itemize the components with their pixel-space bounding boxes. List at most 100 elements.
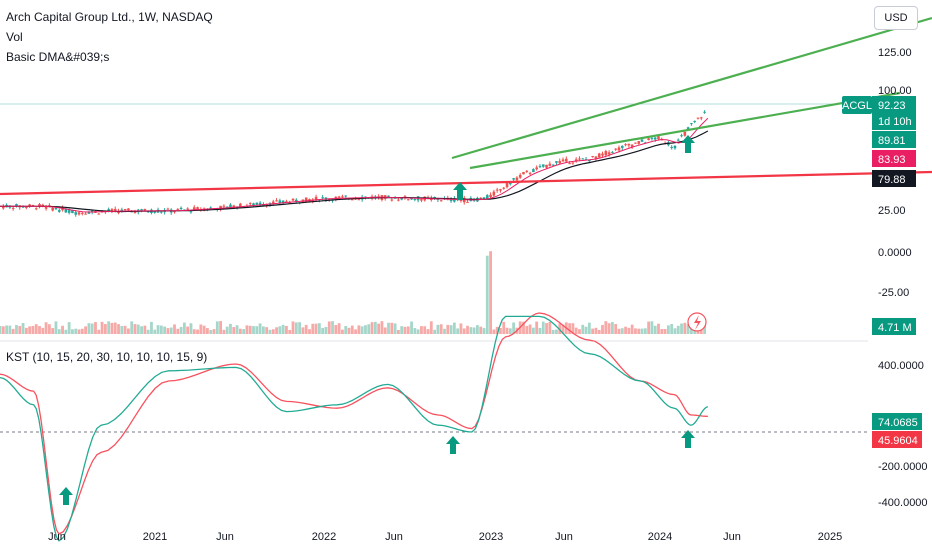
volume-bar: [265, 327, 269, 334]
volume-bar: [416, 329, 420, 334]
kst-tick-label: -400.0000: [878, 497, 928, 509]
volume-bar: [591, 328, 595, 334]
kst-tick-label: 400.0000: [878, 360, 924, 372]
candle-body: [87, 212, 91, 214]
kst-signal-value: 45.9604: [878, 435, 918, 447]
volume-bar: [597, 329, 601, 334]
volume-bar: [357, 325, 361, 334]
volume-bar: [140, 326, 143, 334]
candle-body: [387, 195, 390, 197]
candle-body: [594, 156, 598, 159]
volume-bar: [103, 324, 107, 334]
candle-body: [482, 197, 486, 200]
volume-bar: [680, 323, 683, 334]
volume-bar: [403, 326, 407, 334]
volume-bar: [373, 321, 377, 334]
volume-bar: [406, 326, 410, 334]
volume-bar: [136, 324, 140, 334]
candle-body: [683, 131, 687, 136]
volume-bar: [232, 327, 236, 334]
volume-tick-label: 0.0000: [878, 247, 912, 259]
volume-bar: [248, 325, 252, 334]
volume-bar: [390, 322, 394, 334]
volume-last-value: 4.71 M: [878, 322, 912, 334]
candle-body: [196, 207, 199, 210]
price-axis: 125.00 100.00 25.00 0.0000 -25.00 400.0000 -20…: [48, 47, 927, 543]
volume-bar: [291, 321, 295, 334]
candle-body: [522, 172, 525, 175]
volume-bar: [327, 321, 331, 334]
volume-bar: [541, 321, 545, 334]
candle-body: [555, 161, 558, 163]
volume-bar: [18, 325, 22, 334]
volume-bar: [110, 322, 114, 334]
volume-bar: [690, 326, 693, 334]
kst-signal-line: [0, 312, 708, 535]
ma-short-value: 83.93: [878, 154, 906, 166]
volume-bar: [97, 329, 101, 334]
volume-bar: [673, 328, 677, 334]
candle-body: [439, 200, 443, 202]
volume-bar: [146, 329, 150, 334]
time-tick-label: 2023: [479, 531, 503, 543]
symbol-tag-label: ACGL: [842, 100, 872, 112]
candle-body: [545, 164, 548, 168]
volume-bar: [574, 327, 578, 334]
volume-bar: [0, 326, 2, 334]
volume-bar: [176, 328, 180, 334]
ma-long-line: [0, 130, 709, 213]
volume-bar: [51, 328, 55, 334]
volume-bar: [370, 322, 374, 334]
volume-bar: [364, 325, 367, 334]
annotation-arrows: [59, 135, 707, 505]
candle-body: [505, 182, 509, 188]
candle-body: [699, 117, 703, 119]
candle-body: [34, 208, 38, 210]
volume-bar: [1, 326, 5, 334]
candle-body: [601, 153, 604, 156]
volume-bar: [120, 326, 124, 334]
candle-body: [578, 158, 581, 160]
volume-bar: [100, 321, 104, 334]
volume-bar: [294, 322, 298, 334]
volume-bar: [261, 326, 265, 334]
volume-bar: [548, 321, 552, 334]
volume-bar: [568, 323, 571, 334]
volume-bar: [495, 326, 499, 334]
volume-bar: [54, 321, 58, 334]
candle-body: [133, 210, 137, 214]
candle-body: [278, 200, 282, 203]
candle-body: [123, 208, 127, 210]
candle-body: [509, 182, 512, 185]
candle-body: [647, 138, 650, 140]
candle-body: [1, 206, 5, 209]
currency-button[interactable]: USD: [874, 6, 918, 30]
volume-bar: [278, 326, 282, 334]
volume-bar: [555, 329, 558, 334]
candle-body: [650, 137, 654, 139]
volume-bar: [410, 321, 413, 334]
candle-body: [574, 159, 578, 162]
candle-body: [406, 199, 410, 201]
volume-bar: [222, 329, 226, 334]
volume-bar: [499, 327, 502, 334]
volume-bars: [0, 251, 706, 334]
candle-body: [624, 144, 627, 146]
candle-body: [433, 196, 436, 199]
ma-long-value: 89.81: [878, 135, 906, 147]
candle-body: [538, 166, 542, 168]
time-tick-label: Jun: [723, 531, 741, 543]
candle-body: [492, 191, 496, 196]
arrow-up-icon: [681, 430, 695, 448]
volume-bar: [84, 326, 88, 334]
volume-bar: [212, 329, 216, 334]
candle-body: [97, 213, 101, 215]
volume-bar: [558, 323, 562, 334]
candle-body: [28, 204, 31, 207]
volume-bar: [11, 328, 15, 334]
volume-bar: [587, 322, 591, 334]
candle-body: [189, 211, 193, 213]
volume-bar: [383, 327, 387, 334]
candle-body: [107, 209, 110, 212]
candle-body: [453, 198, 456, 202]
